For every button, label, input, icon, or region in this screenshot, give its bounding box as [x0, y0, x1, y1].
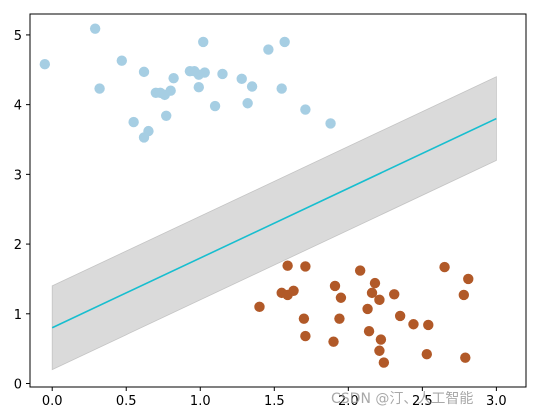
data-point-series-1: [161, 110, 172, 121]
data-point-series-2: [463, 273, 474, 285]
data-point-series-2: [375, 334, 387, 345]
watermark-text: CSDN @汀、人工智能: [331, 391, 473, 407]
data-point-series-2: [369, 277, 381, 289]
data-point-series-2: [423, 319, 434, 331]
data-point-series-2: [394, 310, 406, 322]
data-point-series-2: [362, 303, 373, 315]
data-point-series-1: [39, 58, 51, 70]
data-point-series-2: [421, 349, 432, 360]
decision-boundary-line: [51, 117, 497, 329]
data-point-series-1: [209, 100, 221, 112]
data-point-series-1: [143, 125, 154, 137]
data-point-series-1: [300, 104, 311, 115]
data-point-series-2: [300, 261, 311, 272]
data-point-series-2: [374, 294, 385, 306]
fit-line-layer: [51, 117, 497, 329]
data-point-series-2: [335, 292, 347, 303]
data-point-series-2: [374, 345, 385, 356]
data-point-series-2: [460, 352, 471, 363]
data-point-series-2: [366, 287, 378, 299]
data-point-series-1: [242, 98, 253, 109]
data-point-series-1: [128, 116, 139, 128]
x-tick-label: 2.5: [412, 394, 433, 409]
data-point-series-1: [199, 67, 210, 78]
data-point-series-2: [439, 261, 450, 273]
data-point-series-1: [276, 83, 287, 94]
data-point-series-2: [363, 326, 375, 337]
data-point-series-1: [246, 81, 258, 92]
points-layer: [39, 23, 474, 368]
data-point-series-1: [138, 66, 150, 78]
y-tick-label: 2: [14, 238, 22, 253]
data-point-series-2: [300, 330, 311, 342]
y-tick-label: 4: [14, 99, 22, 114]
data-point-series-1: [89, 23, 101, 34]
data-point-series-2: [329, 280, 341, 292]
y-tick-label: 5: [14, 29, 22, 44]
data-point-series-2: [408, 319, 419, 330]
y-tick-label: 3: [14, 168, 22, 183]
data-point-series-2: [328, 336, 339, 347]
data-point-series-2: [282, 260, 293, 271]
y-axis-ticks: 0 1 2 3 4 5: [14, 29, 30, 393]
x-tick-label: 1.5: [264, 394, 285, 409]
data-point-series-1: [217, 68, 228, 80]
x-axis-ticks: 0.0 0.5 1.0 1.5 2.0 2.5 3.0: [42, 387, 507, 409]
data-point-series-1: [325, 118, 336, 129]
data-point-series-1: [279, 36, 290, 48]
x-tick-label: 2.0: [338, 394, 359, 409]
data-point-series-2: [254, 301, 265, 313]
data-point-series-2: [298, 313, 310, 324]
data-point-series-1: [168, 72, 179, 84]
data-point-series-1: [116, 55, 128, 66]
data-point-series-2: [458, 289, 470, 301]
x-tick-label: 3.0: [486, 394, 507, 409]
data-point-series-1: [198, 36, 209, 48]
y-tick-label: 0: [14, 378, 22, 393]
y-tick-label: 1: [14, 308, 22, 323]
data-point-series-2: [389, 289, 400, 300]
x-tick-label: 0.0: [42, 394, 63, 409]
data-point-series-2: [334, 313, 345, 324]
data-point-series-1: [236, 73, 247, 85]
data-point-series-1: [165, 85, 176, 96]
data-point-series-1: [94, 83, 105, 94]
data-point-series-2: [378, 357, 390, 368]
data-point-series-2: [354, 265, 366, 276]
data-point-series-1: [263, 44, 274, 55]
x-tick-label: 0.5: [116, 394, 137, 409]
plot-frame: [29, 13, 527, 388]
data-point-series-1: [193, 82, 204, 93]
x-tick-label: 1.0: [190, 394, 211, 409]
data-point-series-2: [288, 285, 299, 296]
